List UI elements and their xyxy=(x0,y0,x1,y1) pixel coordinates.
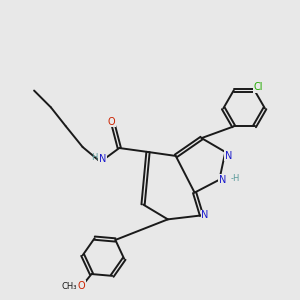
Text: O: O xyxy=(78,281,85,291)
Text: O: O xyxy=(107,117,115,127)
Text: -H: -H xyxy=(231,174,240,183)
Text: N: N xyxy=(201,210,209,220)
Text: CH₃: CH₃ xyxy=(61,282,77,291)
Text: Cl: Cl xyxy=(254,82,263,92)
Text: N: N xyxy=(99,154,106,164)
Text: N: N xyxy=(219,175,226,185)
Text: N: N xyxy=(225,151,233,160)
Text: H: H xyxy=(91,153,98,162)
